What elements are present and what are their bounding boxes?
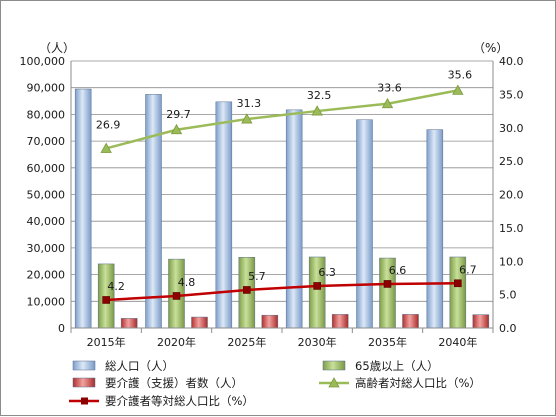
left-tick-label: 60,000 bbox=[27, 162, 66, 175]
marker-triangle bbox=[452, 84, 464, 95]
left-tick-label: 90,000 bbox=[27, 82, 66, 95]
data-label: 31.3 bbox=[237, 97, 262, 110]
bar-care-needed bbox=[331, 314, 349, 329]
right-tick-label: 5.0 bbox=[499, 289, 517, 302]
legend-label: 総人口（人） bbox=[105, 359, 174, 373]
right-tick-label: 15.0 bbox=[499, 222, 524, 235]
right-tick-label: 25.0 bbox=[499, 155, 524, 168]
bar-total-population bbox=[356, 119, 373, 329]
left-tick-label: 10,000 bbox=[27, 295, 66, 308]
left-tick-label: 0 bbox=[58, 322, 65, 335]
data-label: 26.9 bbox=[96, 118, 121, 131]
left-tick-label: 70,000 bbox=[27, 135, 66, 148]
bar-care-needed bbox=[402, 314, 419, 329]
bar-care-needed bbox=[120, 318, 138, 329]
marker-square bbox=[313, 282, 321, 290]
left-tick-label: 20,000 bbox=[27, 269, 66, 282]
data-label: 32.5 bbox=[307, 89, 332, 102]
legend-label: 65歳以上（人） bbox=[355, 359, 439, 373]
marker-triangle bbox=[311, 105, 323, 116]
bar-care-needed bbox=[261, 314, 279, 329]
legend-marker-triangle bbox=[328, 377, 340, 388]
x-tick-label: 2020年 bbox=[157, 335, 196, 349]
x-tick-label: 2025年 bbox=[227, 335, 266, 349]
data-label: 29.7 bbox=[166, 108, 191, 121]
x-tick-label: 2030年 bbox=[298, 335, 337, 349]
legend-swatch bbox=[322, 360, 346, 371]
bar-total-population bbox=[285, 109, 303, 329]
left-tick-label: 80,000 bbox=[27, 108, 66, 121]
right-tick-label: 40.0 bbox=[499, 55, 524, 68]
left-axis-unit: （人） bbox=[39, 41, 75, 55]
bar-care-needed bbox=[472, 314, 490, 329]
legend-marker-square bbox=[81, 397, 88, 405]
bar-total-population bbox=[145, 94, 162, 329]
marker-square bbox=[454, 279, 462, 288]
marker-square bbox=[243, 286, 251, 294]
right-tick-label: 20.0 bbox=[499, 189, 524, 202]
legend-swatch bbox=[72, 360, 96, 371]
right-axis-unit: （%） bbox=[473, 41, 508, 55]
left-tick-label: 100,000 bbox=[20, 55, 66, 68]
marker-triangle bbox=[241, 113, 253, 124]
right-tick-label: 30.0 bbox=[499, 122, 524, 135]
x-tick-label: 2035年 bbox=[368, 335, 407, 349]
marker-square bbox=[383, 280, 392, 288]
data-label: 5.7 bbox=[248, 270, 266, 283]
data-label: 4.8 bbox=[178, 276, 196, 289]
bar-total-population bbox=[426, 129, 444, 329]
x-tick-label: 2040年 bbox=[438, 335, 477, 349]
left-tick-label: 30,000 bbox=[27, 242, 66, 255]
series-line-1 bbox=[106, 282, 458, 302]
legend-label: 要介護者等対総人口比（%） bbox=[105, 394, 254, 408]
data-label: 6.3 bbox=[318, 266, 336, 279]
legend-label: 高齢者対総人口比（%） bbox=[355, 376, 481, 390]
data-label: 35.6 bbox=[448, 68, 473, 81]
legend-swatch bbox=[72, 377, 96, 388]
marker-triangle bbox=[100, 142, 112, 153]
legend-label: 要介護（支援）者数（人） bbox=[105, 376, 243, 390]
marker-square bbox=[102, 296, 110, 304]
right-tick-label: 35.0 bbox=[499, 88, 524, 101]
data-label: 6.7 bbox=[459, 263, 477, 276]
data-label: 4.2 bbox=[107, 280, 125, 293]
left-tick-label: 50,000 bbox=[27, 189, 66, 202]
marker-square bbox=[172, 292, 181, 300]
data-label: 6.6 bbox=[389, 264, 407, 277]
bar-total-population bbox=[74, 88, 92, 329]
right-tick-label: 0.0 bbox=[499, 322, 517, 335]
left-tick-label: 40,000 bbox=[27, 215, 66, 228]
right-tick-label: 10.0 bbox=[499, 255, 524, 268]
data-label: 33.6 bbox=[377, 82, 402, 95]
series-line-0 bbox=[105, 89, 459, 150]
marker-triangle bbox=[170, 123, 183, 135]
bar-care-needed bbox=[191, 316, 208, 329]
bar-age65-plus bbox=[97, 263, 115, 329]
bar-total-population bbox=[215, 101, 233, 329]
marker-triangle bbox=[381, 97, 394, 109]
x-tick-label: 2015年 bbox=[87, 335, 126, 349]
